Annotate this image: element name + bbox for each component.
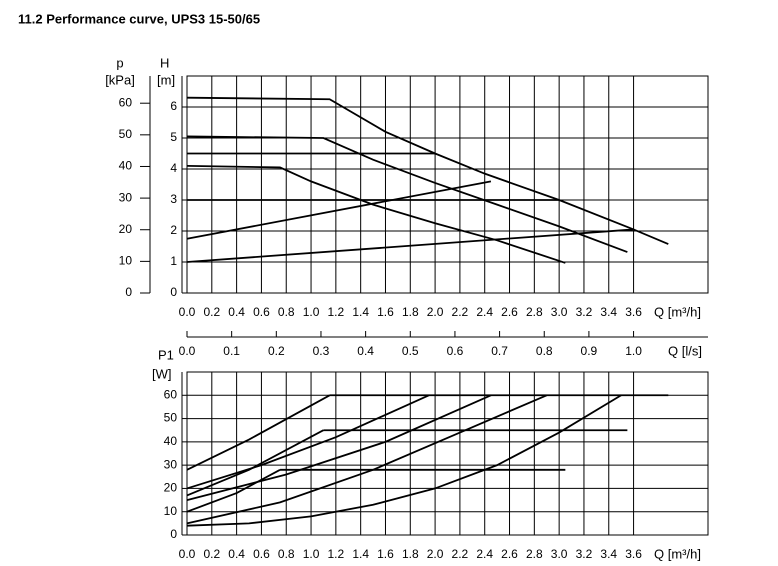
y2-tick-label: 60 — [119, 95, 133, 109]
y2-tick-label: 20 — [119, 222, 133, 236]
y2-tick-label: 10 — [119, 254, 133, 268]
x-tick-label: 0.2 — [203, 305, 220, 319]
x-tick-label: 1.4 — [352, 305, 369, 319]
y-tick-label: 30 — [164, 457, 178, 471]
y-axis-unit: [W] — [152, 366, 172, 381]
y-tick-label: 10 — [164, 504, 178, 518]
x-tick-label: 2.4 — [476, 305, 493, 319]
curve — [186, 394, 548, 525]
x2-tick-label: 0.4 — [357, 344, 374, 358]
x-tick-label: 2.4 — [476, 547, 493, 561]
x-tick-label: 3.2 — [576, 305, 593, 319]
page-title: 11.2 Performance curve, UPS3 15-50/65 — [18, 11, 260, 26]
x2-tick-label: 1.0 — [625, 344, 642, 358]
x-tick-label: 1.0 — [303, 547, 320, 561]
x2-tick-label: 0.8 — [536, 344, 553, 358]
x-tick-label: 1.4 — [352, 547, 369, 561]
x-tick-label: 3.4 — [600, 305, 617, 319]
curve — [186, 429, 324, 497]
y-tick-label: 50 — [164, 411, 178, 425]
x-tick-label: 0.6 — [253, 305, 270, 319]
x-tick-label: 3.0 — [551, 547, 568, 561]
x-tick-label: 1.2 — [328, 305, 345, 319]
x-tick-label: 3.2 — [576, 547, 593, 561]
x-tick-label: 2.6 — [501, 547, 518, 561]
x-tick-label: 2.2 — [452, 547, 469, 561]
plot-frame — [186, 75, 709, 294]
x-tick-label: 1.6 — [377, 547, 394, 561]
x-tick-label: 0.8 — [278, 547, 295, 561]
y2-tick-label: 50 — [119, 127, 133, 141]
y-tick-label: 60 — [164, 387, 178, 401]
x-axis-label: Q [m³/h] — [654, 546, 701, 561]
y-axis-label: H — [160, 55, 169, 70]
curve — [186, 394, 331, 471]
x-tick-label: 0.4 — [228, 305, 245, 319]
x2-tick-label: 0.0 — [179, 344, 196, 358]
x-tick-label: 3.0 — [551, 305, 568, 319]
y-tick-label: 5 — [170, 130, 177, 144]
y-tick-label: 2 — [170, 223, 177, 237]
x-tick-label: 1.0 — [303, 305, 320, 319]
x-tick-label: 1.2 — [328, 547, 345, 561]
y-tick-label: 20 — [164, 481, 178, 495]
x-tick-label: 1.8 — [402, 305, 419, 319]
x2-axis-label: Q [l/s] — [668, 343, 702, 358]
x-tick-label: 3.6 — [625, 547, 642, 561]
y2-tick-label: 30 — [119, 190, 133, 204]
x-tick-label: 2.0 — [427, 547, 444, 561]
x-tick-label: 3.4 — [600, 547, 617, 561]
x2-tick-label: 0.2 — [268, 344, 285, 358]
x-tick-label: 0.8 — [278, 305, 295, 319]
y-tick-label: 0 — [170, 527, 177, 541]
y-tick-label: 1 — [170, 254, 177, 268]
y-tick-label: 3 — [170, 192, 177, 206]
x-axis-label: Q [m³/h] — [654, 304, 701, 319]
y2-axis-unit: [kPa] — [105, 72, 135, 87]
x-tick-label: 0.0 — [179, 547, 196, 561]
x-tick-label: 1.6 — [377, 305, 394, 319]
x2-tick-label: 0.5 — [402, 344, 419, 358]
x-tick-label: 2.0 — [427, 305, 444, 319]
curve — [186, 135, 628, 253]
curve — [186, 394, 492, 501]
x2-tick-label: 0.3 — [313, 344, 330, 358]
curve — [186, 96, 669, 245]
y-tick-label: 0 — [170, 285, 177, 299]
x-tick-label: 0.4 — [228, 547, 245, 561]
curve — [186, 394, 430, 490]
x-tick-label: 3.6 — [625, 305, 642, 319]
y-tick-label: 6 — [170, 99, 177, 113]
y-tick-label: 40 — [164, 434, 178, 448]
y-axis-unit: [m] — [157, 72, 175, 87]
y2-axis-label: p — [116, 55, 123, 70]
curve — [186, 394, 622, 527]
plot-frame — [186, 371, 709, 536]
curve — [186, 165, 566, 264]
curve — [186, 228, 634, 263]
x-tick-label: 1.8 — [402, 547, 419, 561]
y-tick-label: 4 — [170, 161, 177, 175]
y2-tick-label: 40 — [119, 159, 133, 173]
x2-tick-label: 0.7 — [491, 344, 508, 358]
x2-tick-label: 0.9 — [581, 344, 598, 358]
x-tick-label: 0.6 — [253, 547, 270, 561]
y2-tick-label: 0 — [125, 285, 132, 299]
x2-tick-label: 0.6 — [447, 344, 464, 358]
curve — [186, 469, 281, 513]
x-tick-label: 0.2 — [203, 547, 220, 561]
x-tick-label: 2.8 — [526, 305, 543, 319]
x-tick-label: 2.6 — [501, 305, 518, 319]
x-tick-label: 2.2 — [452, 305, 469, 319]
curve — [186, 180, 492, 240]
x-tick-label: 0.0 — [179, 305, 196, 319]
y-axis-label: P1 — [158, 347, 174, 362]
x-tick-label: 2.8 — [526, 547, 543, 561]
x2-tick-label: 0.1 — [223, 344, 240, 358]
